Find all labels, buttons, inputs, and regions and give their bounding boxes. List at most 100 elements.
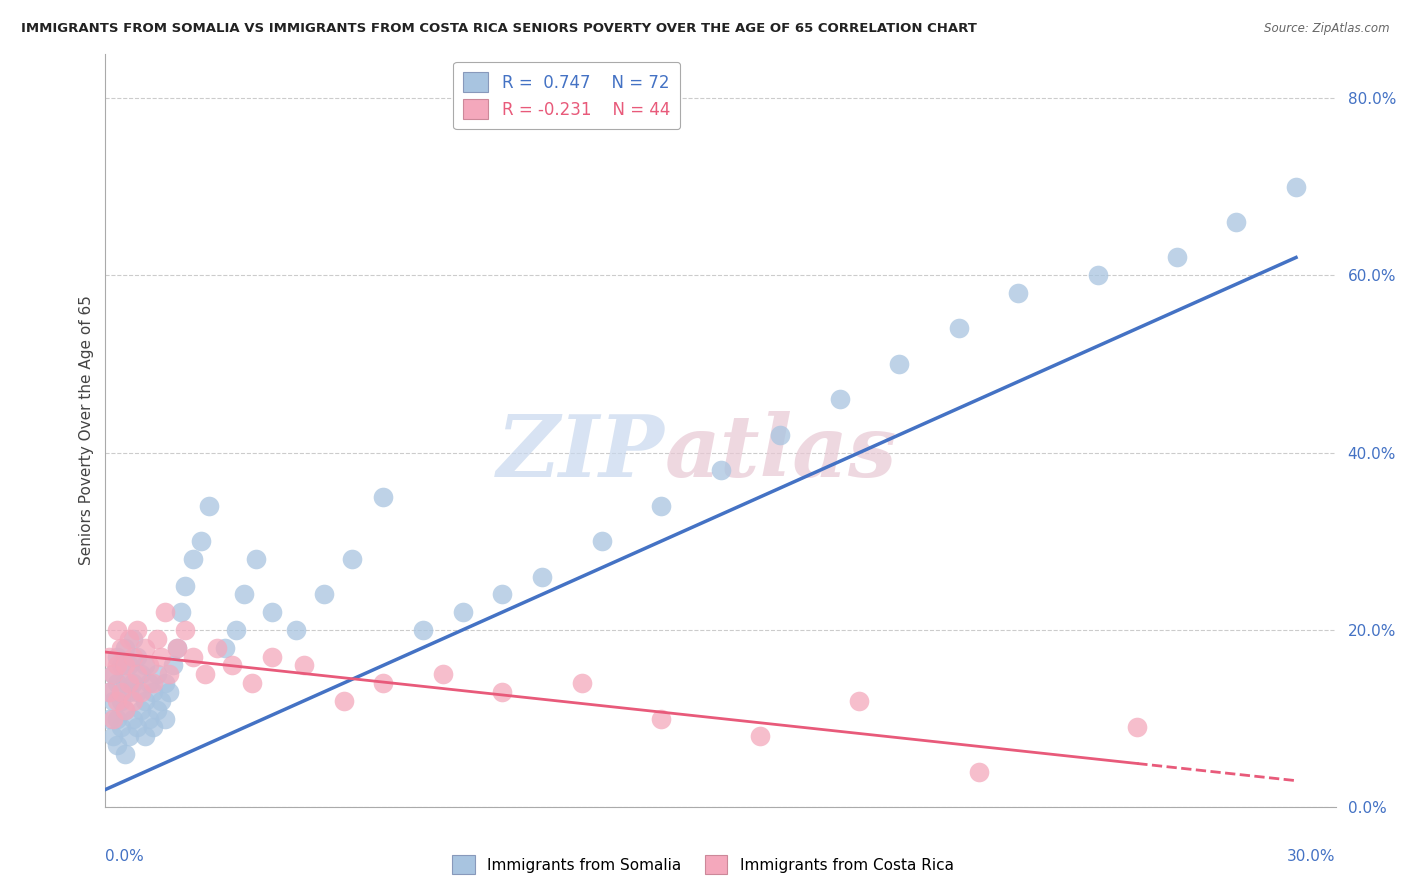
Point <box>769 427 792 442</box>
Point <box>146 703 169 717</box>
Point <box>103 694 125 708</box>
Point <box>162 658 184 673</box>
Point <box>181 649 204 664</box>
Point <box>240 676 263 690</box>
Text: 0.0%: 0.0% <box>105 848 145 863</box>
Point <box>138 712 160 726</box>
Point <box>122 712 145 726</box>
Point <box>118 729 141 743</box>
Point <box>122 694 145 708</box>
Point <box>225 623 247 637</box>
Point <box>114 747 136 761</box>
Point <box>412 623 434 637</box>
Text: ZIP: ZIP <box>498 411 665 495</box>
Point <box>127 649 149 664</box>
Point <box>105 712 128 726</box>
Point <box>173 578 195 592</box>
Point <box>118 676 141 690</box>
Point <box>571 676 593 690</box>
Point <box>948 321 970 335</box>
Point <box>530 570 553 584</box>
Point <box>110 640 132 655</box>
Point <box>114 703 136 717</box>
Point <box>127 721 149 735</box>
Point <box>153 605 176 619</box>
Point <box>491 587 513 601</box>
Point <box>118 632 141 646</box>
Point <box>146 667 169 681</box>
Point <box>332 694 354 708</box>
Text: IMMIGRANTS FROM SOMALIA VS IMMIGRANTS FROM COSTA RICA SENIORS POVERTY OVER THE A: IMMIGRANTS FROM SOMALIA VS IMMIGRANTS FR… <box>21 22 977 36</box>
Point <box>138 676 160 690</box>
Point <box>284 623 307 637</box>
Point <box>181 552 204 566</box>
Y-axis label: Seniors Poverty Over the Age of 65: Seniors Poverty Over the Age of 65 <box>79 295 94 566</box>
Point <box>103 667 125 681</box>
Point <box>105 623 128 637</box>
Point <box>134 658 156 673</box>
Point <box>110 658 132 673</box>
Point <box>118 658 141 673</box>
Point <box>650 499 672 513</box>
Point <box>98 685 121 699</box>
Point <box>1285 179 1308 194</box>
Point <box>451 605 474 619</box>
Point <box>103 729 125 743</box>
Point <box>98 685 121 699</box>
Text: 30.0%: 30.0% <box>1288 848 1336 863</box>
Point <box>122 676 145 690</box>
Point <box>157 685 180 699</box>
Point <box>146 632 169 646</box>
Text: atlas: atlas <box>665 411 897 495</box>
Point <box>114 703 136 717</box>
Point <box>312 587 335 601</box>
Point <box>153 676 176 690</box>
Point <box>122 632 145 646</box>
Point <box>127 623 149 637</box>
Point <box>134 640 156 655</box>
Point <box>150 694 173 708</box>
Point <box>127 685 149 699</box>
Point <box>190 534 212 549</box>
Point <box>491 685 513 699</box>
Point <box>233 587 256 601</box>
Point <box>967 764 990 779</box>
Legend: R =  0.747    N = 72, R = -0.231    N = 44: R = 0.747 N = 72, R = -0.231 N = 44 <box>454 62 681 129</box>
Point <box>432 667 454 681</box>
Text: Source: ZipAtlas.com: Source: ZipAtlas.com <box>1264 22 1389 36</box>
Point <box>749 729 772 743</box>
Point <box>105 658 128 673</box>
Point <box>591 534 613 549</box>
Point <box>134 694 156 708</box>
Point <box>110 685 132 699</box>
Point <box>1087 268 1109 283</box>
Point <box>134 729 156 743</box>
Point <box>221 658 243 673</box>
Point <box>98 712 121 726</box>
Point <box>129 685 152 699</box>
Point <box>848 694 870 708</box>
Point <box>103 712 125 726</box>
Point <box>153 712 176 726</box>
Point <box>114 658 136 673</box>
Point <box>105 649 128 664</box>
Point <box>98 649 121 664</box>
Point <box>262 649 284 664</box>
Point <box>245 552 267 566</box>
Point <box>1166 251 1188 265</box>
Point <box>292 658 315 673</box>
Point <box>373 490 395 504</box>
Point <box>170 605 193 619</box>
Point <box>114 640 136 655</box>
Point <box>340 552 363 566</box>
Point <box>889 357 911 371</box>
Point <box>828 392 851 407</box>
Point <box>214 640 236 655</box>
Point <box>129 667 152 681</box>
Point <box>150 649 173 664</box>
Point <box>127 667 149 681</box>
Legend: Immigrants from Somalia, Immigrants from Costa Rica: Immigrants from Somalia, Immigrants from… <box>446 849 960 880</box>
Point <box>105 694 128 708</box>
Point <box>105 676 128 690</box>
Point <box>129 703 152 717</box>
